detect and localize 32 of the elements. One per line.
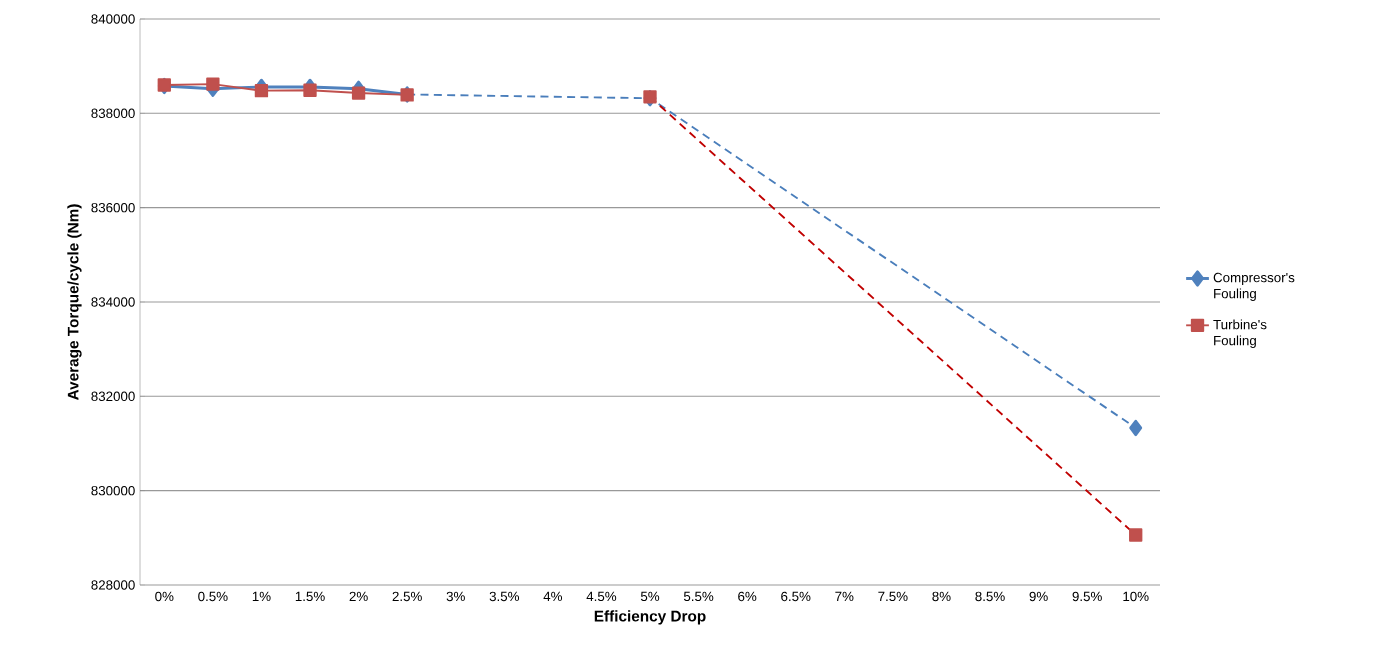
y-tick-label: 832000: [91, 391, 135, 402]
y-tick-label: 834000: [91, 297, 135, 307]
x-tick-label: 6.5%: [781, 591, 811, 602]
x-tick-label: 9.5%: [1072, 591, 1102, 602]
y-tick-label: 828000: [91, 580, 135, 590]
x-tick-label: 4%: [543, 591, 563, 602]
x-tick-label: 5%: [640, 591, 660, 602]
x-tick-label: 0%: [155, 591, 174, 602]
x-tick-label: 2.5%: [392, 591, 422, 602]
x-tick-label: 10%: [1123, 591, 1149, 602]
y-axis-title: Average Torque/cycle (Nm): [67, 204, 82, 401]
x-tick-label: 4.5%: [586, 591, 617, 602]
x-axis-title: Efficiency Drop: [594, 610, 706, 625]
x-tick-label: 5.5%: [683, 591, 714, 602]
legend-label: Compressor's Fouling: [1213, 272, 1295, 301]
x-tick-label: 6%: [738, 591, 757, 602]
x-tick-label: 9%: [1029, 591, 1048, 602]
x-tick-label: 3.5%: [489, 591, 520, 602]
x-tick-label: 2%: [349, 591, 368, 602]
x-tick-label: 3%: [446, 591, 465, 602]
y-tick-label: 836000: [91, 202, 135, 213]
legend-label: Turbine's Fouling: [1213, 319, 1267, 348]
x-tick-label: 1%: [252, 591, 271, 602]
y-tick-label: 840000: [91, 14, 135, 24]
y-tick-label: 830000: [91, 485, 135, 496]
y-tick-label: 838000: [91, 108, 135, 119]
x-tick-label: 7.5%: [878, 591, 908, 602]
x-tick-label: 1.5%: [295, 591, 325, 602]
x-tick-label: 7%: [835, 591, 854, 602]
x-tick-label: 8.5%: [975, 591, 1005, 602]
x-tick-label: 0.5%: [198, 591, 228, 602]
x-tick-label: 8%: [932, 591, 951, 602]
